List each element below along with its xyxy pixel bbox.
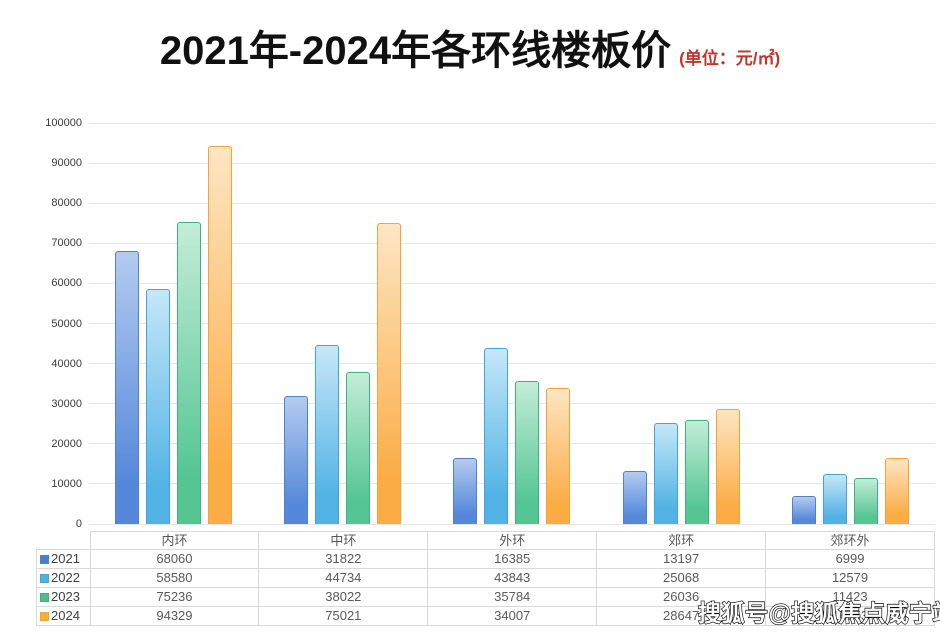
bar-group-0 <box>89 123 258 524</box>
bar-2023-cat1 <box>346 371 371 524</box>
bar-groups <box>89 123 935 524</box>
bar-2022-cat3 <box>653 423 678 524</box>
gridline <box>89 443 935 445</box>
table-value-cell: 35784 <box>427 587 598 607</box>
bar-2023-cat3 <box>684 419 709 524</box>
table-value-cell: 94329 <box>89 606 260 626</box>
gridline <box>89 242 935 244</box>
chart-title: 2021年-2024年各环线楼板价 <box>159 29 672 73</box>
bar-2021-cat0 <box>115 251 140 524</box>
legend-swatch-icon <box>40 593 49 602</box>
legend-year-label: 2022 <box>51 570 80 585</box>
bar-2022-cat4 <box>822 473 847 524</box>
y-axis-tick-label: 0 <box>75 518 82 530</box>
bar-2023-cat2 <box>515 380 540 524</box>
y-axis-tick-label: 80000 <box>51 197 82 210</box>
table-header-cell: 内环 <box>89 531 260 550</box>
table-value-cell: 16553 <box>765 606 935 626</box>
gridline <box>89 363 935 365</box>
table-header-cell: 中环 <box>258 531 429 550</box>
legend-year-label: 2023 <box>51 589 80 604</box>
bar-2024-cat3 <box>715 409 740 524</box>
y-axis-tick-label: 100000 <box>45 117 82 129</box>
legend-swatch-icon <box>40 555 49 564</box>
data-table: 内环 中环 外环 郊环 郊环外 2021 68060 31822 16385 13197 6999 2… <box>36 531 935 626</box>
table-value-cell: 75021 <box>258 606 429 626</box>
bar-2023-cat0 <box>177 222 202 524</box>
bar-2022-cat1 <box>315 344 340 524</box>
table-value-cell: 68060 <box>89 549 260 569</box>
table-value-cell: 16385 <box>427 549 598 569</box>
table-header-row: 内环 中环 外环 郊环 郊环外 <box>36 531 935 550</box>
legend-swatch-icon <box>40 574 49 583</box>
gridline <box>89 483 935 485</box>
gridline <box>89 162 935 164</box>
bar-group-2 <box>427 123 596 524</box>
legend-cell-2024: 2024 <box>36 606 91 626</box>
watermark: 搜狐号@搜狐焦点威宁站 <box>697 599 940 626</box>
table-value-cell: 75236 <box>89 587 260 607</box>
bar-2022-cat2 <box>484 348 509 524</box>
y-axis-tick-label: 40000 <box>51 357 82 370</box>
bar-2022-cat0 <box>146 289 171 524</box>
legend-year-label: 2024 <box>51 608 80 623</box>
bar-2023-cat4 <box>853 478 878 524</box>
plot-area <box>89 122 935 525</box>
table-value-cell: 58580 <box>89 568 260 588</box>
table-value-cell: 26036 <box>596 587 767 607</box>
table-value-cell: 13197 <box>596 549 767 569</box>
y-axis-tick-label: 30000 <box>51 397 82 410</box>
table-value-cell: 34007 <box>427 606 598 626</box>
table-value-cell: 25068 <box>596 568 767 588</box>
y-axis-tick-label: 10000 <box>51 477 82 490</box>
bar-2021-cat3 <box>622 471 647 524</box>
table-value-cell: 43843 <box>427 568 598 588</box>
table-header-cell: 郊环外 <box>765 531 935 550</box>
bar-group-3 <box>597 123 766 524</box>
table-row-2021: 2021 68060 31822 16385 13197 6999 <box>36 549 935 569</box>
gridline <box>89 202 935 204</box>
y-axis-tick-label: 90000 <box>51 157 82 170</box>
table-value-cell: 12579 <box>765 568 935 588</box>
y-axis-tick-label: 50000 <box>51 317 82 330</box>
y-axis-tick-label: 60000 <box>51 277 82 290</box>
bar-group-1 <box>258 123 427 524</box>
table-header-cell: 外环 <box>427 531 598 550</box>
gridline <box>89 403 935 405</box>
legend-cell-2021: 2021 <box>36 549 91 569</box>
bar-2024-cat0 <box>208 145 233 524</box>
bar-2021-cat1 <box>284 396 309 524</box>
table-header-cell: 郊环 <box>596 531 767 550</box>
bar-2024-cat4 <box>884 457 909 524</box>
table-row-2022: 2022 58580 44734 43843 25068 12579 <box>36 568 935 588</box>
gridline <box>89 122 935 124</box>
legend-year-label: 2021 <box>51 551 80 566</box>
y-axis-tick-label: 20000 <box>51 437 82 450</box>
legend-swatch-icon <box>40 612 49 621</box>
bar-group-4 <box>766 123 935 524</box>
table-value-cell: 6999 <box>765 549 935 569</box>
table-value-cell: 44734 <box>258 568 429 588</box>
bar-2024-cat2 <box>546 387 571 524</box>
table-row-2024: 2024 94329 75021 34007 28647 16553 <box>36 606 935 626</box>
table-value-cell: 31822 <box>258 549 429 569</box>
legend-cell-2022: 2022 <box>36 568 91 588</box>
bar-2021-cat4 <box>791 495 816 524</box>
gridline <box>89 282 935 284</box>
y-axis: 0 10000 20000 30000 40000 50000 60000 70000 8000… <box>0 117 82 530</box>
bar-2024-cat1 <box>377 223 402 524</box>
bar-2021-cat2 <box>453 458 478 524</box>
legend-cell-2023: 2023 <box>36 587 91 607</box>
table-value-cell: 38022 <box>258 587 429 607</box>
table-corner-cell <box>36 531 90 550</box>
chart-unit-label: (单位：元/㎡) <box>679 49 781 68</box>
gridline <box>89 323 935 324</box>
gridline <box>89 523 935 525</box>
chart-title-row: 2021年-2024年各环线楼板价 (单位：元/㎡) <box>0 18 940 76</box>
y-axis-tick-label: 70000 <box>51 237 82 250</box>
